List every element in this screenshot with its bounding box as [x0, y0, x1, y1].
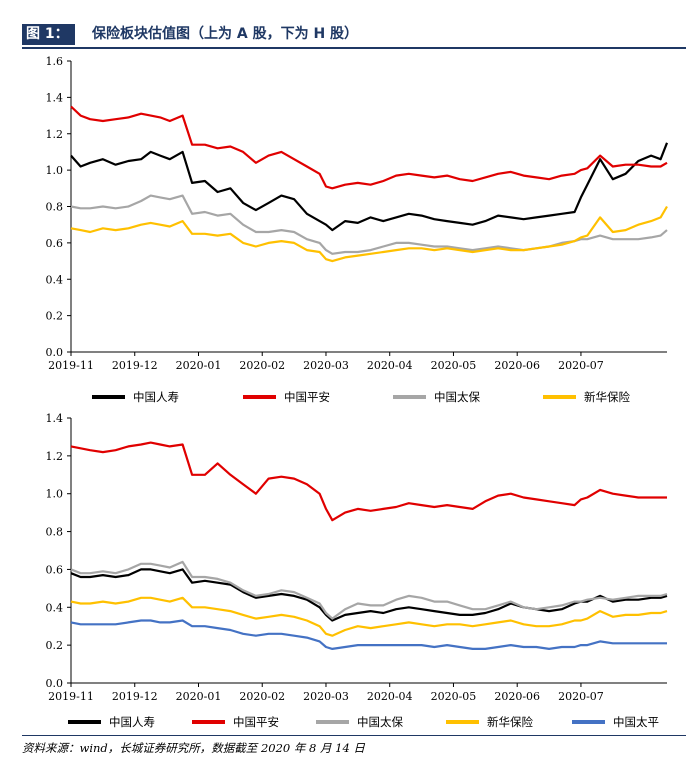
legend-swatch: [446, 720, 479, 724]
legend-label: 中国太平: [613, 715, 659, 729]
x-tick-label: 2020-04: [367, 690, 413, 703]
legend-swatch: [393, 395, 426, 399]
x-tick-label: 2020-01: [176, 359, 222, 372]
source-note: 资料来源：wind，长城证券研究所，数据截至 2020 年 8 月 14 日: [22, 741, 365, 755]
figure-title: 保险板块估值图（上为 A 股，下为 H 股）: [92, 26, 359, 42]
series-line-3: [70, 560, 668, 620]
y-tick-label: 1.0: [46, 164, 64, 177]
legend-swatch: [92, 395, 125, 399]
legend-swatch: [243, 395, 276, 399]
x-tick-label: 2020-05: [431, 359, 477, 372]
y-tick-label: 0.4: [46, 273, 64, 286]
y-tick-label: 0.0: [46, 346, 64, 359]
legend-label: 中国太保: [434, 390, 480, 404]
x-tick-label: 2019-11: [48, 690, 94, 703]
y-tick-label: 0.8: [46, 526, 64, 539]
legend-item: 中国平安: [192, 714, 279, 730]
y-tick-label: 1.0: [46, 488, 64, 501]
legend-item: 中国平安: [243, 389, 330, 405]
legend-item: 新华保险: [446, 714, 533, 730]
figure-title-bar: 图 1： 保险板块估值图（上为 A 股，下为 H 股）: [22, 23, 686, 49]
x-tick-label: 2020-06: [494, 359, 540, 372]
x-tick-label: 2020-06: [494, 690, 540, 703]
x-tick-label: 2019-11: [48, 359, 94, 372]
y-tick-label: 0.6: [46, 563, 64, 576]
y-tick-label: 0.6: [46, 237, 64, 250]
x-tick-label: 2020-05: [431, 690, 477, 703]
x-tick-label: 2020-03: [303, 690, 349, 703]
legend-label: 新华保险: [584, 390, 630, 404]
x-tick-label: 2020-07: [558, 690, 604, 703]
chart-h-shares: 0.0 0.2 0.4 0.6 0.8 1.0 1.2 1.4 2019-11 2019-12 20…: [46, 412, 668, 703]
x-tick-label: 2020-02: [239, 359, 285, 372]
y-tick-label: 0.0: [46, 677, 64, 690]
legend-item: 中国太保: [393, 389, 480, 405]
chart-a-shares: 0.0 0.2 0.4 0.6 0.8 1.0 1.2 1.4 1.6 2019-11 2019-1…: [46, 55, 669, 372]
legend-item: 中国太保: [316, 714, 403, 730]
x-tick-label: 2020-04: [367, 359, 413, 372]
y-tick-label: 1.4: [46, 91, 64, 104]
y-tick-label: 1.4: [46, 412, 64, 425]
x-tick-label: 2020-03: [303, 359, 349, 372]
legend-label: 中国人寿: [133, 390, 179, 404]
y-tick-label: 1.2: [46, 128, 64, 141]
series-line-2: [70, 105, 668, 190]
legend-item: 新华保险: [543, 389, 630, 405]
legend-swatch: [543, 395, 576, 399]
y-tick-label: 1.6: [46, 55, 64, 68]
y-tick-label: 0.2: [46, 639, 64, 652]
series-line-1: [70, 568, 668, 622]
legend-swatch: [68, 720, 101, 724]
x-tick-label: 2020-01: [176, 690, 222, 703]
series-line-4: [70, 596, 668, 637]
legend-label: 中国太保: [357, 715, 403, 729]
legend-swatch: [192, 720, 225, 724]
x-tick-label: 2019-12: [112, 359, 158, 372]
legend-item: 中国太平: [572, 714, 659, 730]
footer-rule: [22, 735, 686, 736]
y-tick-label: 0.4: [46, 601, 64, 614]
legend-label: 新华保险: [487, 715, 533, 729]
series-line-1: [70, 142, 669, 232]
legend-label: 中国人寿: [109, 715, 155, 729]
y-tick-label: 1.2: [46, 450, 64, 463]
figure-tag: 图 1：: [22, 24, 75, 45]
legend-item: 中国人寿: [68, 714, 155, 730]
series-line-4: [70, 205, 668, 263]
x-tick-label: 2020-02: [239, 690, 285, 703]
x-tick-label: 2020-07: [558, 359, 604, 372]
series-line-5: [70, 619, 667, 650]
legend-label: 中国平安: [233, 715, 279, 729]
legend-item: 中国人寿: [92, 389, 179, 405]
y-tick-label: 0.2: [46, 310, 64, 323]
legend-label: 中国平安: [284, 390, 330, 404]
legend-swatch: [316, 720, 349, 724]
legend-swatch: [572, 720, 605, 724]
y-tick-label: 0.8: [46, 201, 64, 214]
x-tick-label: 2019-12: [112, 690, 158, 703]
series-line-2: [70, 441, 667, 522]
